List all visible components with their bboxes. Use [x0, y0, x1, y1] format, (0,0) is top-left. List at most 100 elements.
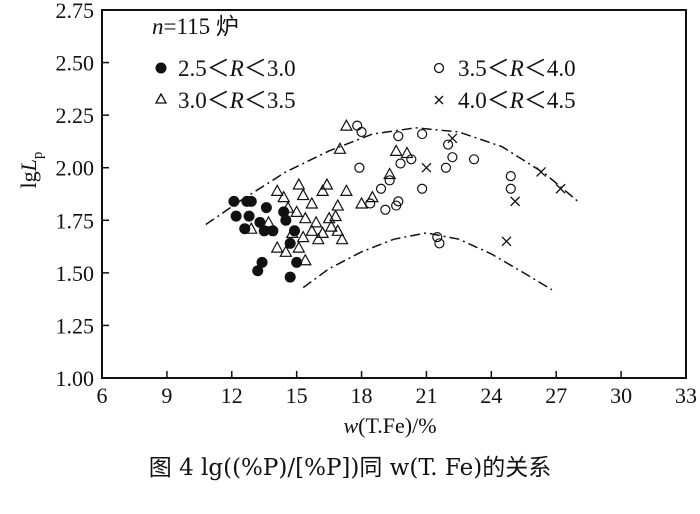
data-point-filled-circle	[284, 271, 296, 283]
data-point-cross	[421, 162, 432, 173]
data-point-filled-circle	[254, 216, 266, 228]
y-tick-label: 1.25	[56, 313, 95, 338]
data-point-triangle	[281, 200, 295, 213]
data-point-filled-circle	[280, 214, 292, 226]
data-point-triangle	[331, 224, 345, 236]
y-tick-label: 2.25	[56, 103, 95, 128]
x-tick-label: 6	[97, 383, 108, 408]
data-point-filled-circle	[228, 195, 240, 207]
data-point-open-circle	[393, 131, 404, 142]
axis-ticks: 6 9 12 15 18 21 24 27 30 33 1.00 1.25 1.50 1.75 2.00 2.…	[56, 0, 698, 408]
data-point-triangle	[305, 196, 319, 209]
y-tick-label: 1.75	[56, 208, 95, 233]
data-point-filled-circle	[239, 223, 251, 235]
y-axis-label: lgLp	[16, 152, 46, 189]
data-point-open-circle	[505, 183, 516, 194]
data-point-triangle	[311, 232, 325, 245]
data-point-triangle	[244, 221, 258, 234]
envelope-curves	[205, 127, 579, 291]
x-tick-label: 15	[286, 383, 308, 408]
data-point-triangle	[331, 198, 345, 211]
data-point-open-circle	[468, 154, 480, 165]
data-point-filled-circle	[258, 225, 270, 237]
data-point-triangle	[262, 215, 276, 228]
data-point-triangle	[285, 226, 299, 239]
data-point-filled-circle	[230, 210, 242, 222]
data-point-triangle	[309, 215, 323, 228]
data-point-open-circle	[417, 183, 428, 194]
data-point-open-circle	[391, 200, 402, 211]
data-point-triangle	[389, 144, 403, 156]
data-point-triangle	[355, 196, 369, 209]
data-point-triangle	[339, 118, 353, 131]
data-point-open-circle	[375, 183, 387, 194]
data-point-triangle	[324, 219, 338, 232]
legend-marker-filled-circle	[155, 62, 167, 74]
data-point-open-circle	[442, 139, 454, 150]
y-tick-label: 2.00	[56, 156, 95, 181]
data-point-triangle	[270, 240, 284, 253]
data-point-open-circle	[380, 204, 391, 215]
data-point-triangle	[296, 188, 310, 201]
x-tick-label: 27	[545, 383, 567, 408]
data-point-triangle	[292, 177, 306, 190]
legend-item-series-1: 2.5＜R＜3.0	[155, 56, 296, 81]
data-point-triangle	[316, 226, 330, 239]
data-point-triangle	[298, 211, 312, 224]
sample-count-annotation: n=115 炉	[152, 14, 239, 39]
data-point-cross	[536, 166, 547, 177]
data-point-triangle	[320, 177, 334, 190]
data-point-triangle	[296, 230, 310, 243]
upper-envelope-curve	[205, 127, 579, 226]
y-tick-label: 2.50	[56, 51, 95, 76]
data-point-open-circle	[356, 126, 367, 138]
legend-label-series-3: 3.5＜R＜4.0	[458, 56, 576, 81]
data-point-triangle	[333, 142, 347, 154]
legend-label-series-1: 2.5＜R＜3.0	[178, 56, 296, 81]
data-point-triangle	[277, 190, 291, 203]
legend-label-series-4: 4.0＜R＜4.5	[458, 88, 576, 113]
legend-marker-triangle	[154, 92, 168, 104]
legend-marker-open-circle	[433, 62, 445, 74]
data-point-open-circle	[352, 120, 363, 131]
data-point-open-circle	[432, 232, 443, 243]
data-point-triangle	[329, 209, 343, 222]
data-point-cross	[501, 236, 512, 247]
chart: 6 9 12 15 18 21 24 27 30 33 1.00 1.25 1.50 1.75 2.00 2.…	[16, 0, 698, 438]
data-point-cross	[555, 183, 566, 194]
data-point-filled-circle	[243, 210, 255, 222]
data-point-open-circle	[365, 198, 376, 209]
data-point-filled-circle	[260, 202, 272, 214]
data-point-open-circle	[434, 238, 445, 249]
data-point-open-circle	[417, 128, 428, 140]
legend-label-series-2: 3.0＜R＜3.5	[178, 88, 296, 113]
legend-item-series-3: 3.5＜R＜4.0	[433, 56, 576, 81]
data-point-open-circle	[505, 171, 516, 182]
data-point-triangle	[365, 190, 379, 203]
data-point-filled-circle	[284, 237, 296, 249]
data-point-filled-circle	[245, 195, 257, 207]
x-tick-label: 12	[221, 383, 243, 408]
y-tick-label: 2.75	[56, 0, 95, 23]
data-point-triangle	[335, 232, 349, 245]
data-points	[228, 118, 566, 283]
y-tick-label: 1.00	[56, 366, 95, 391]
x-tick-label: 24	[480, 383, 502, 408]
data-point-triangle	[270, 184, 284, 196]
x-tick-label: 30	[610, 383, 632, 408]
data-point-triangle	[292, 240, 306, 253]
data-point-open-circle	[395, 158, 406, 169]
data-point-triangle	[279, 245, 293, 257]
data-point-open-circle	[447, 152, 458, 163]
legend: 2.5＜R＜3.0 3.0＜R＜3.5 3.5＜R＜4.0 4.0＜R＜4.5	[154, 56, 576, 113]
data-point-triangle	[290, 205, 304, 217]
data-point-cross	[510, 196, 521, 207]
x-tick-label: 9	[161, 383, 172, 408]
x-tick-label: 18	[351, 383, 373, 408]
data-point-filled-circle	[256, 256, 268, 268]
data-point-triangle	[339, 184, 353, 196]
data-point-open-circle	[384, 175, 395, 186]
data-point-triangle	[298, 253, 312, 266]
x-axis-label: w(T.Fe)/%	[343, 413, 436, 438]
data-point-triangle	[316, 184, 330, 196]
